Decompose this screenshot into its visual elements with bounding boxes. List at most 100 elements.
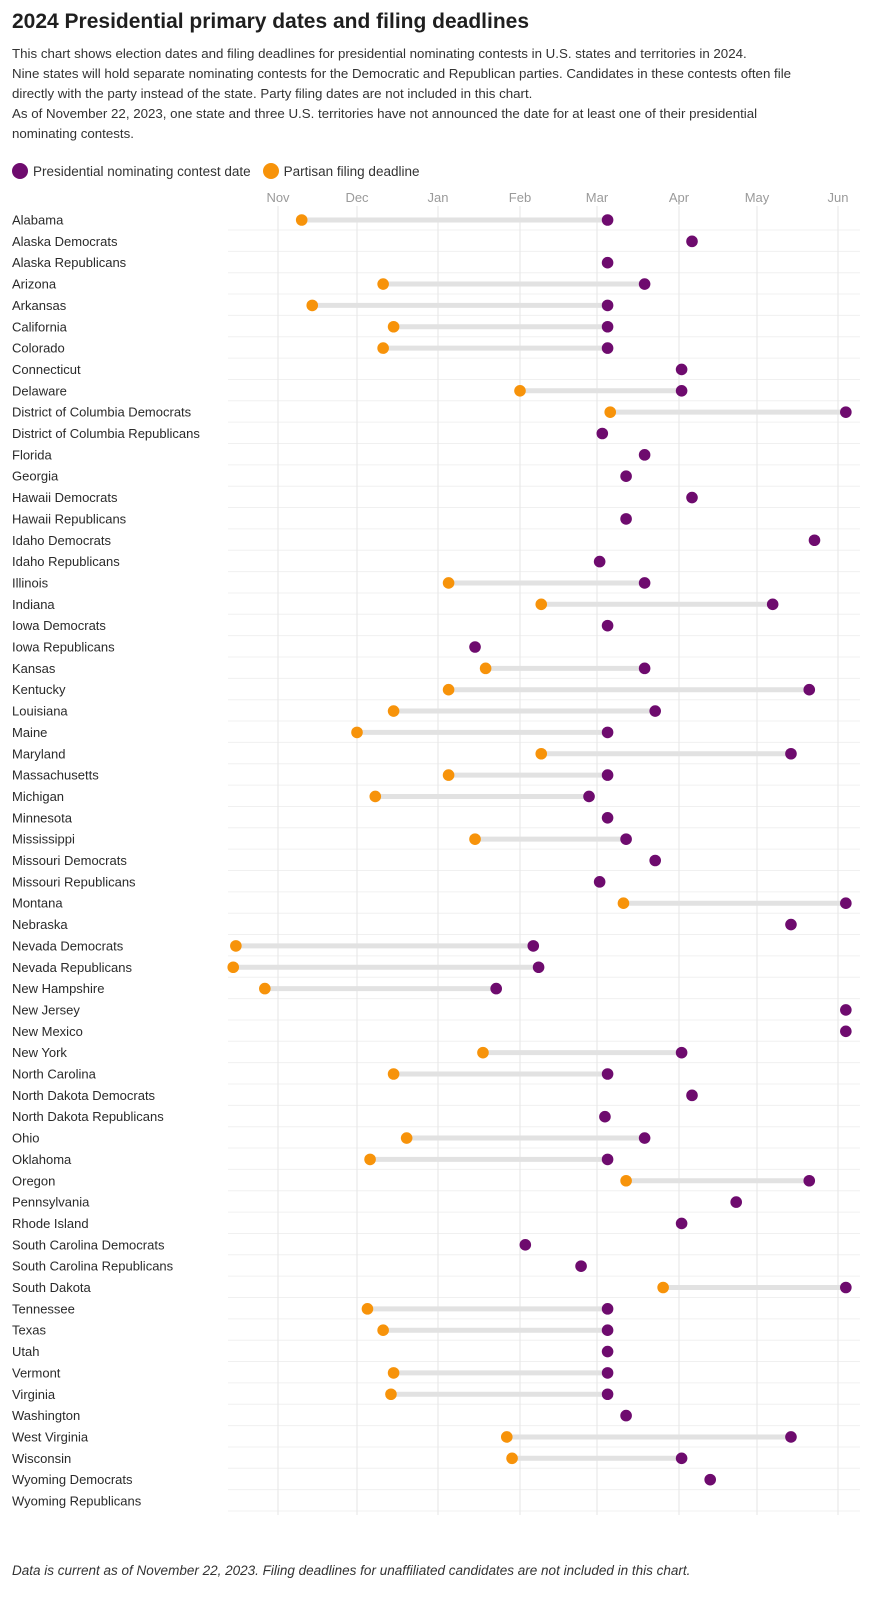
- filing-point: [469, 833, 481, 845]
- contest-point: [469, 641, 481, 653]
- filing-point: [620, 1174, 632, 1187]
- contest-point: [649, 854, 661, 867]
- row-label: Louisiana: [12, 704, 68, 719]
- contest-point: [601, 1388, 614, 1401]
- row-label: Florida: [12, 447, 53, 462]
- contest-point: [785, 918, 797, 931]
- contest-point: [638, 577, 651, 589]
- row-label: Iowa Democrats: [12, 618, 106, 633]
- row-label: Georgia: [12, 469, 59, 484]
- row-label: Missouri Democrats: [12, 853, 127, 868]
- contest-point: [620, 470, 632, 483]
- row-label: Texas: [12, 1323, 46, 1338]
- description-line-3: directly with the party instead of the s…: [12, 86, 533, 101]
- contest-point: [575, 1260, 587, 1272]
- contest-point: [596, 427, 609, 440]
- contest-point: [620, 513, 632, 525]
- row-label: Idaho Democrats: [12, 533, 111, 548]
- row-label: Alaska Republicans: [12, 255, 127, 270]
- row-label: Missouri Republicans: [12, 874, 136, 889]
- contest-point: [601, 619, 614, 632]
- filing-point: [369, 790, 382, 803]
- filing-point: [361, 1303, 374, 1315]
- description-line-2: Nine states will hold separate nominatin…: [12, 66, 792, 81]
- footnote: Data is current as of November 22, 2023.…: [12, 1563, 691, 1578]
- contest-point: [527, 940, 540, 952]
- row-label: Kentucky: [12, 682, 66, 697]
- description-line-4: As of November 22, 2023, one state and t…: [12, 106, 758, 121]
- filing-point: [400, 1132, 413, 1144]
- row-label: New Jersey: [12, 1002, 80, 1017]
- filing-point: [500, 1431, 513, 1443]
- x-tick-label: Mar: [586, 190, 609, 205]
- filing-point: [227, 961, 240, 974]
- row-label: Virginia: [12, 1387, 56, 1402]
- contest-point: [840, 1025, 852, 1038]
- contest-point: [599, 1110, 611, 1123]
- row-label: Hawaii Republicans: [12, 511, 127, 526]
- filing-point: [385, 1388, 397, 1401]
- x-tick-label: Apr: [669, 190, 690, 205]
- filing-point: [306, 299, 319, 312]
- row-label: North Dakota Democrats: [12, 1088, 156, 1103]
- contest-point: [601, 1153, 614, 1166]
- filing-point: [442, 683, 455, 696]
- x-tick-label: Feb: [509, 190, 531, 205]
- contest-dot-icon: [12, 163, 28, 179]
- row-label: Utah: [12, 1344, 39, 1359]
- row-label: Connecticut: [12, 362, 81, 377]
- filing-point: [377, 1324, 389, 1336]
- contest-point: [601, 812, 614, 824]
- contest-point: [638, 662, 651, 675]
- contest-point: [803, 683, 816, 696]
- contest-point: [601, 320, 614, 333]
- x-tick-label: Nov: [266, 190, 290, 205]
- row-label: Nevada Republicans: [12, 960, 132, 975]
- row-label: Rhode Island: [12, 1216, 89, 1231]
- row-label: Nevada Democrats: [12, 938, 124, 953]
- row-label: Maryland: [12, 746, 65, 761]
- filing-point: [506, 1452, 518, 1465]
- row-label: Pennsylvania: [12, 1195, 90, 1210]
- contest-point: [808, 534, 821, 547]
- filing-point: [295, 214, 308, 226]
- contest-point: [519, 1239, 532, 1251]
- row-label: Delaware: [12, 383, 67, 398]
- row-label: Mississippi: [12, 832, 75, 847]
- filing-point: [351, 726, 363, 739]
- row-label: District of Columbia Republicans: [12, 426, 200, 441]
- row-label: Alaska Democrats: [12, 234, 118, 249]
- row-label: New Mexico: [12, 1024, 83, 1039]
- row-label: New York: [12, 1045, 67, 1060]
- filing-point: [442, 769, 455, 781]
- description-line-5: nominating contests.: [12, 126, 134, 141]
- x-tick-label: Jan: [428, 190, 449, 205]
- row-label: Montana: [12, 896, 63, 911]
- filing-point: [387, 1068, 400, 1080]
- filing-dot-icon: [262, 163, 279, 179]
- row-label: Vermont: [12, 1365, 61, 1380]
- row-label: Arkansas: [12, 298, 67, 313]
- row-label: Illinois: [12, 575, 49, 590]
- row-label: California: [12, 319, 68, 334]
- row-label: Indiana: [12, 597, 55, 612]
- contest-point: [686, 491, 698, 504]
- row-label: Wyoming Republicans: [12, 1494, 142, 1509]
- contest-point: [638, 1132, 651, 1144]
- filing-point: [259, 982, 271, 995]
- row-label: Kansas: [12, 661, 56, 676]
- filing-point: [387, 1367, 400, 1379]
- row-label: Ohio: [12, 1131, 39, 1146]
- contest-point: [601, 214, 614, 226]
- row-label: Massachusetts: [12, 768, 99, 783]
- contest-point: [675, 363, 688, 376]
- contest-point: [840, 897, 852, 909]
- contest-point: [532, 961, 545, 974]
- filing-point: [535, 598, 548, 611]
- filing-point: [387, 320, 400, 333]
- contest-point: [840, 1281, 852, 1294]
- filing-point: [364, 1153, 376, 1166]
- contest-point: [620, 1409, 632, 1422]
- contest-point: [601, 726, 614, 739]
- contest-point: [583, 790, 595, 803]
